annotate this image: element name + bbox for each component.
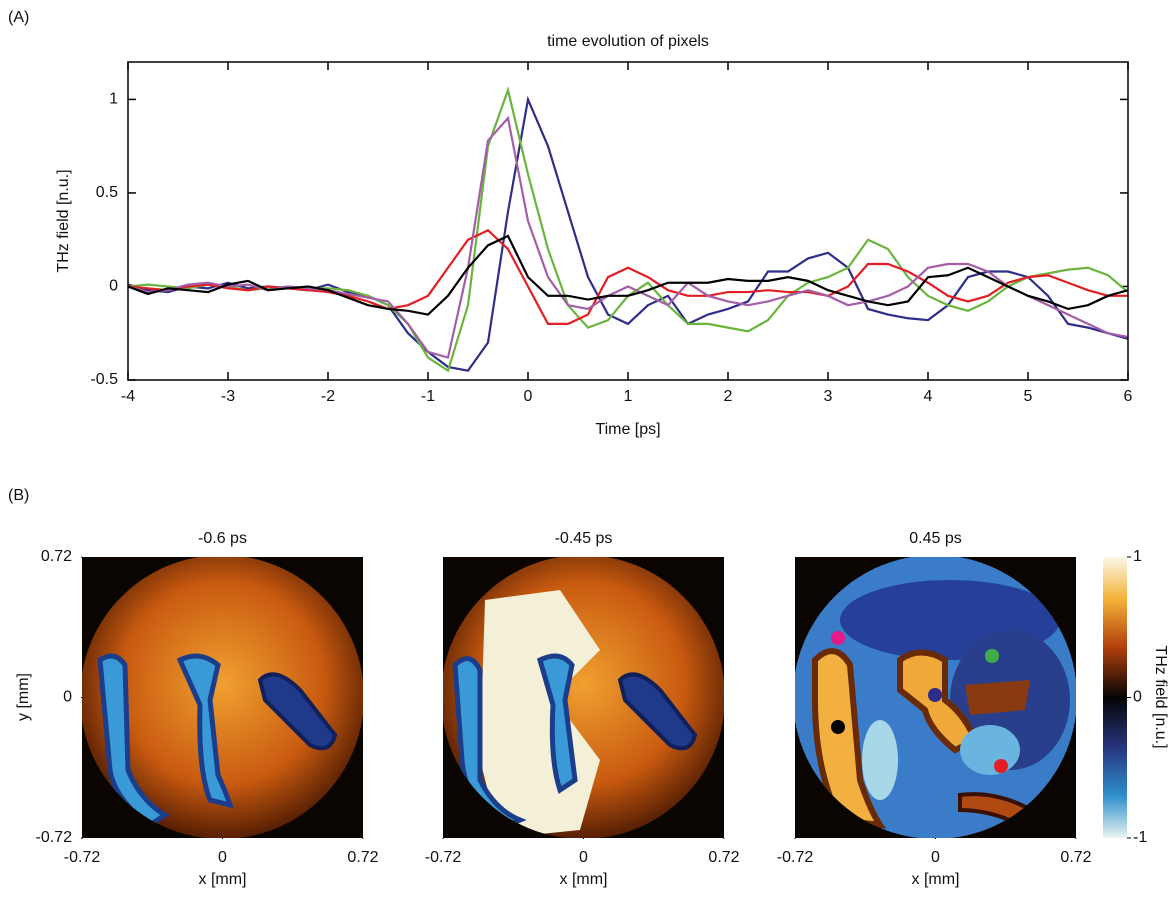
x-tick-label: 4	[924, 388, 933, 405]
data-line	[127, 234, 1129, 316]
panel-label: (B)	[8, 487, 29, 504]
x-tick-label: -0.72	[64, 849, 101, 866]
panel-title: -0.45 ps	[555, 530, 613, 547]
x-tick-label: 2	[724, 388, 733, 405]
pixel-marker	[994, 759, 1008, 773]
data-line	[127, 229, 1128, 325]
x-tick-label: -0.72	[425, 849, 462, 866]
colorbar-tick-label: 0	[1133, 689, 1142, 706]
heatmap-image	[795, 557, 1076, 838]
pixel-marker	[928, 688, 942, 702]
x-axis-label: x [mm]	[560, 871, 608, 888]
x-tick-label: 0.72	[708, 849, 739, 866]
x-axis-label: x [mm]	[199, 871, 247, 888]
x-tick-label: -3	[221, 388, 235, 405]
y-tick-label: 1	[109, 91, 118, 108]
y-axis-label: y [mm]	[15, 673, 32, 721]
colorbar-tick-label: -1	[1133, 829, 1147, 846]
x-tick-label: -4	[121, 388, 135, 405]
x-tick-label: -1	[421, 388, 435, 405]
data-line	[127, 115, 1129, 359]
colorbar-tick-label: 1	[1133, 548, 1142, 565]
x-tick-label: 0	[218, 849, 227, 866]
x-tick-label: 6	[1124, 388, 1133, 405]
data-line	[127, 95, 1129, 372]
x-tick-label: 0.72	[1060, 849, 1091, 866]
y-tick-label: -0.72	[36, 829, 73, 846]
colorbar-label: THz field [n.u.]	[1152, 645, 1169, 748]
x-tick-label: 1	[624, 388, 633, 405]
heatmap-image	[82, 557, 363, 838]
x-tick-label: 3	[824, 388, 833, 405]
pixel-marker	[985, 649, 999, 663]
x-tick-label: -0.72	[777, 849, 814, 866]
heatmap-image	[443, 557, 724, 838]
x-tick-label: 0	[524, 388, 533, 405]
pixel-marker	[831, 631, 845, 645]
x-tick-label: 0.72	[347, 849, 378, 866]
panel-title: -0.6 ps	[198, 530, 247, 547]
y-tick-label: 0	[63, 689, 72, 706]
x-tick-label: 0	[931, 849, 940, 866]
x-tick-label: 5	[1024, 388, 1033, 405]
x-axis-label: x [mm]	[912, 871, 960, 888]
x-tick-label: 0	[579, 849, 588, 866]
x-tick-label: -2	[321, 388, 335, 405]
panel-title: 0.45 ps	[909, 530, 961, 547]
colorbar	[1103, 557, 1127, 838]
x-axis-label: Time [ps]	[595, 421, 660, 438]
y-tick-label: 0	[109, 278, 118, 295]
panel-label: (A)	[8, 9, 29, 26]
y-tick-label: 0.5	[96, 184, 118, 201]
pixel-marker	[831, 720, 845, 734]
y-axis-label: THz field [n.u.]	[55, 169, 72, 272]
data-line	[127, 86, 1129, 373]
y-tick-label: 0.72	[41, 548, 72, 565]
plot-frame	[127, 61, 1129, 381]
chart-title: time evolution of pixels	[547, 33, 709, 50]
y-tick-label: -0.5	[90, 371, 118, 388]
